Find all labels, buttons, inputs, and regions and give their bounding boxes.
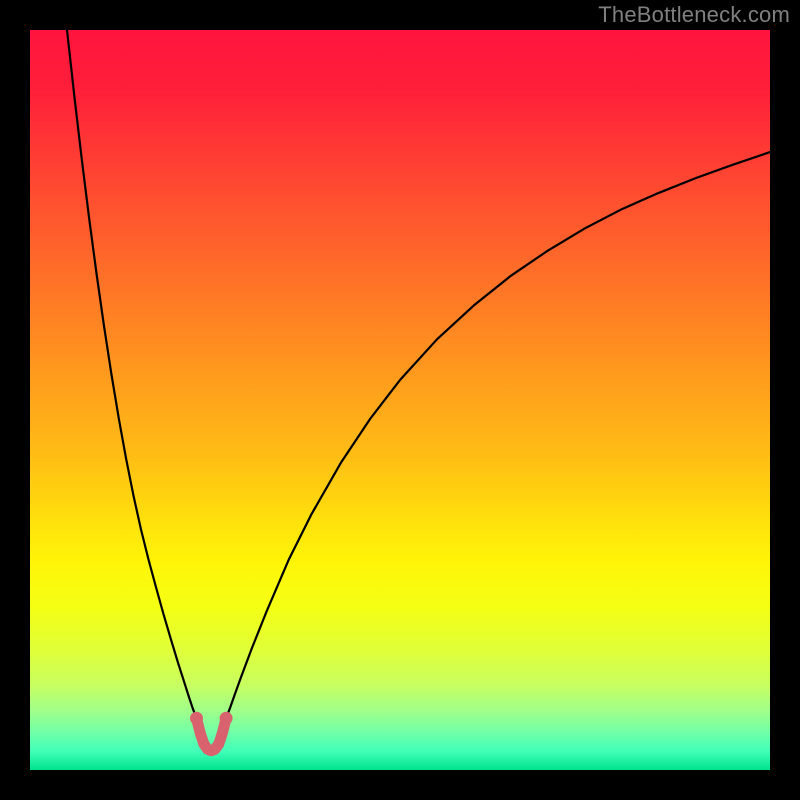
highlight-endpoint-left [190,712,203,725]
bottleneck-curve-chart [30,30,770,770]
watermark-text: TheBottleneck.com [598,2,790,28]
gradient-background [30,30,770,770]
chart-stage: TheBottleneck.com [0,0,800,800]
plot-area [30,30,770,770]
highlight-endpoint-right [220,712,233,725]
